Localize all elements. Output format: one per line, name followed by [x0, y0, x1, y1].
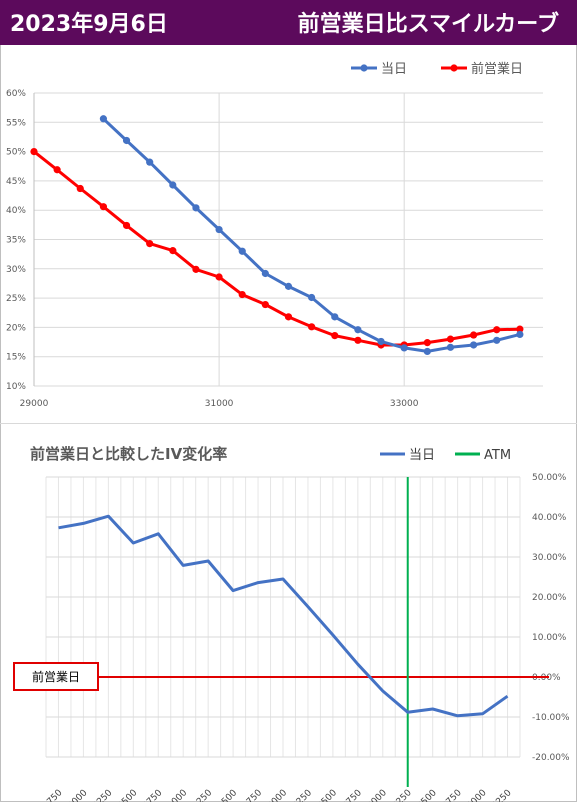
data-point [122, 136, 131, 145]
data-point [99, 203, 108, 211]
data-point [284, 282, 293, 290]
legend-marker [360, 64, 368, 72]
legend-label: 当日 [381, 62, 407, 77]
x-tick-label: 34000 [461, 788, 489, 802]
data-point [99, 115, 108, 123]
report-date: 2023年9月6日 [10, 12, 168, 37]
x-tick-label: 33250 [387, 788, 415, 802]
data-point [516, 325, 524, 333]
y-tick-label: 55% [6, 118, 26, 128]
y-tick-label: 35% [6, 236, 26, 246]
data-point [354, 326, 362, 334]
panel-divider [0, 423, 577, 424]
x-tick-label: 30000 [62, 788, 90, 802]
series-line [58, 514, 509, 718]
header-bar: 2023年9月6日 前営業日比スマイルカーブ [0, 0, 577, 45]
iv-change-chart: 前営業日と比較したIV変化率 50.00% 40.00% 30.00% 20.00% 10… [13, 445, 570, 802]
x-tick-label: 32250 [287, 788, 315, 802]
x-tick-label: 31250 [187, 788, 215, 802]
y-tick-label: 10% [6, 382, 26, 392]
data-point [354, 336, 362, 344]
data-point [400, 344, 408, 352]
y-tick-label: 30.00% [532, 553, 567, 563]
data-point [76, 184, 84, 193]
data-point [238, 290, 246, 299]
data-point [284, 313, 293, 321]
data-point [493, 326, 501, 334]
data-point [53, 166, 61, 174]
y-tick-label: 40% [6, 206, 26, 216]
x-tick-label: 29750 [37, 788, 65, 802]
series-line [33, 150, 520, 347]
data-point [446, 343, 455, 351]
x-tick-label: 33000 [390, 399, 419, 409]
report-title: 前営業日比スマイルカーブ [297, 12, 559, 37]
data-point [261, 269, 269, 278]
y-tick-label: 25% [6, 294, 26, 304]
data-point [516, 330, 524, 339]
y-tick-label: -20.00% [532, 753, 570, 763]
data-point [331, 313, 339, 321]
data-point [331, 332, 339, 340]
legend-label: 前営業日 [471, 61, 523, 77]
data-point [308, 323, 316, 331]
y-tick-label: 30% [6, 265, 26, 275]
x-tick-label: 33750 [436, 788, 464, 802]
data-point [423, 347, 431, 356]
data-point [215, 273, 223, 281]
x-tick-label: 31750 [237, 788, 265, 802]
y-tick-label: -10.00% [532, 713, 570, 723]
x-tick-label: 33000 [362, 788, 390, 802]
y-tick-label: 50.00% [532, 473, 567, 483]
y-tick-label: 20.00% [532, 593, 567, 603]
x-tick-label: 30250 [87, 788, 115, 802]
x-tick-label: 30750 [137, 788, 165, 802]
data-point [493, 336, 501, 344]
data-point [122, 221, 131, 230]
y-tick-label: 20% [6, 323, 26, 333]
y-tick-label: 60% [6, 89, 26, 99]
x-tick-label: 34250 [486, 788, 514, 802]
data-point [169, 181, 177, 189]
x-tick-label: 32000 [262, 788, 290, 802]
x-tick-label: 31000 [205, 399, 234, 409]
data-point [377, 337, 385, 346]
data-point [30, 148, 38, 156]
y-tick-label: 50% [6, 148, 26, 158]
data-point [192, 204, 200, 212]
legend-marker [450, 64, 458, 72]
data-point [169, 247, 177, 255]
data-point [446, 335, 455, 343]
data-point [423, 339, 431, 347]
legend-label: 当日 [409, 448, 435, 463]
y-tick-label: 10.00% [532, 633, 567, 643]
x-tick-label: 30500 [112, 788, 140, 802]
baseline-label: 前営業日 [32, 669, 80, 684]
x-tick-label: 31500 [212, 788, 240, 802]
data-point [469, 341, 478, 349]
x-tick-label: 33500 [411, 788, 439, 802]
y-tick-label: 15% [6, 353, 26, 363]
data-point [146, 158, 154, 166]
smile-curve-chart: 10% 15% 20% 25% 30% 35% 40% 45% 50% 55% 60% 29000 31… [6, 61, 543, 409]
y-tick-label: 45% [6, 177, 26, 187]
series-line [102, 117, 521, 353]
legend-label: ATM [484, 448, 511, 463]
chart-title: 前営業日と比較したIV変化率 [30, 445, 227, 463]
data-point [146, 240, 154, 248]
data-point [308, 293, 316, 302]
x-tick-label: 32500 [312, 788, 340, 802]
data-point [469, 331, 478, 339]
x-tick-label: 32750 [337, 788, 365, 802]
x-tick-label: 29000 [20, 399, 49, 409]
data-point [238, 247, 246, 255]
data-point [215, 225, 223, 234]
baseline-label-box [13, 662, 99, 691]
x-tick-label: 31000 [162, 788, 190, 802]
y-tick-label: 40.00% [532, 513, 567, 523]
data-point [261, 300, 269, 309]
data-point [192, 265, 200, 273]
